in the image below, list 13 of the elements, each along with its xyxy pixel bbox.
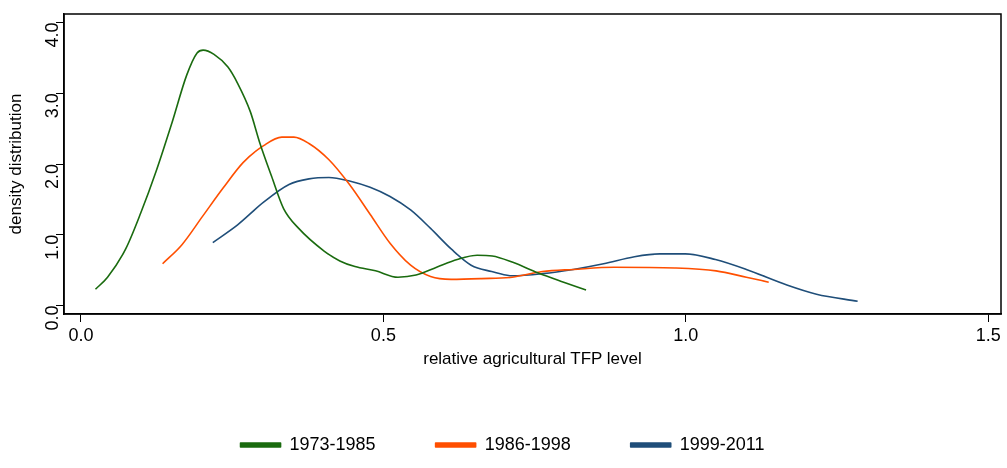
y-tick-label: 2.0	[41, 164, 62, 190]
y-axis-title: density distribution	[5, 93, 25, 235]
legend-label: 1986-1998	[484, 433, 571, 454]
x-tick-label: 0.0	[68, 324, 94, 345]
legend-label: 1999-2011	[679, 433, 765, 454]
y-tick-label: 4.0	[41, 22, 62, 48]
x-tick-label: 1.0	[673, 324, 699, 345]
x-tick-label: 0.5	[370, 324, 396, 345]
x-axis-title: relative agricultural TFP level	[423, 349, 642, 369]
y-tick-label: 1.0	[41, 234, 62, 260]
legend-label: 1973-1985	[289, 433, 376, 454]
y-tick-label: 3.0	[41, 93, 62, 119]
x-tick-label: 1.5	[975, 324, 1001, 345]
